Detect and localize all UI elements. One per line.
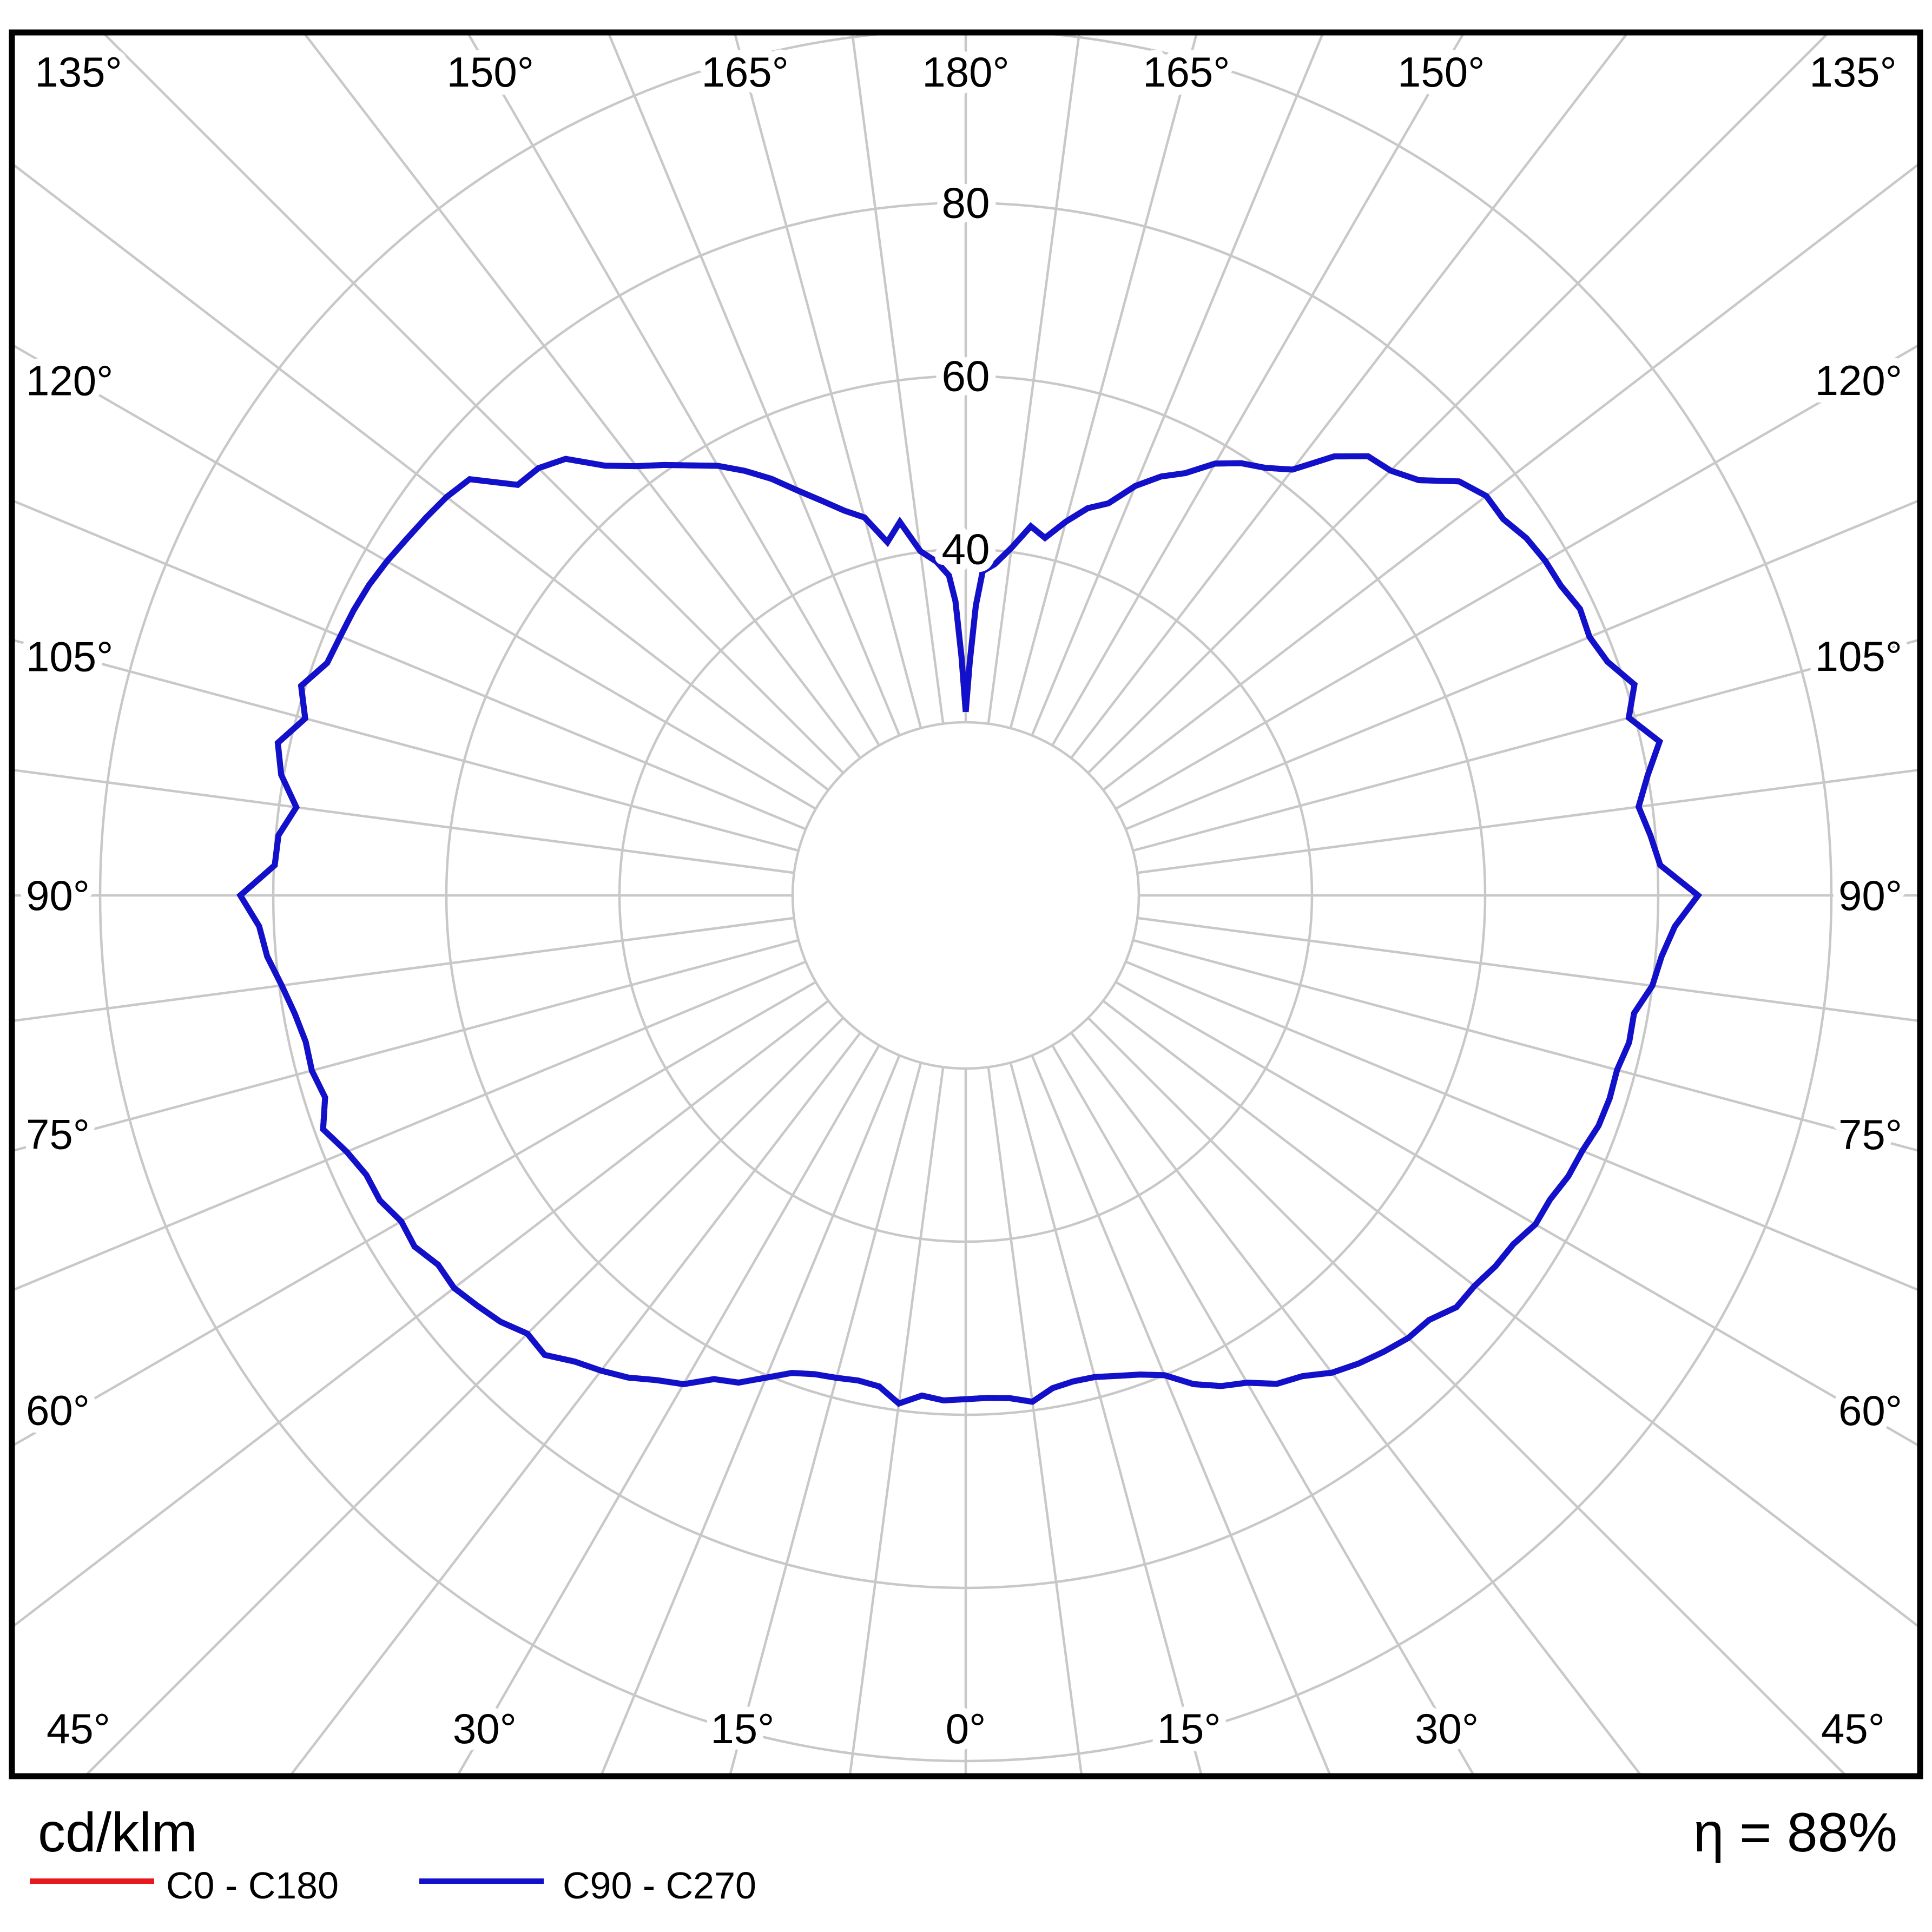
angle-label-15-right: 15° [1157,1705,1221,1752]
grid-spoke-37.5 [1070,1032,1641,1773]
grid-spoke-322.5 [291,1032,861,1773]
angle-label-150-right: 150° [1397,48,1485,96]
legend-label-c90-c270: C90 - C270 [563,1864,756,1907]
angle-label-45-right: 45° [1821,1705,1885,1752]
grid-spoke-105 [1132,639,1917,852]
grid-spoke-285 [15,939,799,1152]
radial-label-40: 40 [942,525,990,573]
angle-label-30-right: 30° [1415,1705,1479,1752]
grid-spoke-97.5 [1137,769,1917,874]
unit-label: cd/klm [38,1802,197,1863]
angle-label-15-left: 15° [710,1705,774,1752]
legend-swatch-c0-c180 [30,1878,154,1884]
grid-spoke-202.5 [608,35,901,736]
angle-label-135-right: 135° [1809,48,1896,96]
angle-label-120-right: 120° [1815,357,1902,404]
grid-spoke-352.5 [849,1066,945,1773]
plot-border [9,29,1923,1779]
angle-label-135-left: 135° [35,48,122,96]
grid-spoke-52.5 [1102,1000,1917,1627]
grid-spoke-345 [729,1062,922,1773]
angle-label-0-right: 0° [946,1705,986,1752]
angle-label-90-right: 90° [1838,872,1902,919]
grid-spoke-60 [1115,981,1917,1446]
legend-swatch-c90-c270 [419,1878,544,1884]
radial-label-80: 80 [942,179,990,227]
grid-spoke-135 [1087,35,1828,774]
angle-label-165-left: 165° [702,48,789,96]
legend-label-c0-c180: C0 - C180 [166,1864,339,1907]
angle-label-75-left: 75° [26,1111,90,1158]
efficiency-label: η = 88% [1693,1802,1897,1863]
grid-spoke-225 [104,35,845,774]
grid-spoke-67.5 [1125,960,1917,1291]
radial-tick-labels: 40 60 80 [934,172,998,581]
grid-spoke-210 [467,35,880,746]
grid-spoke-22.5 [1031,1054,1331,1773]
grid-spoke-195 [734,35,922,729]
angle-label-30-left: 30° [453,1705,517,1752]
grid-spoke-30 [1051,1045,1474,1773]
angle-label-90-left: 90° [26,872,90,919]
grid-spoke-262.5 [15,769,795,874]
grid-spoke-240 [15,345,816,810]
grid-spoke-120 [1115,345,1917,810]
angle-label-45-left: 45° [47,1705,110,1752]
grid-spoke-7.5 [987,1066,1083,1773]
grid-spoke-232.5 [15,164,829,791]
grid-circle-20 [791,721,1140,1070]
angle-tick-labels: 0° 15° 15° 30° 30° 45° 45° 60° 60° 75° 75° 90° 90° 10… [18,41,1910,1760]
c90-c270-curve [236,453,1703,1407]
grid-spoke-45 [1087,1017,1845,1773]
angle-label-60-right: 60° [1838,1387,1902,1434]
grid-spoke-255 [15,639,799,852]
radial-label-60: 60 [942,352,990,400]
grid-spoke-112.5 [1125,500,1917,830]
angle-label-165-right: 165° [1143,48,1230,96]
grid-spoke-217.5 [304,35,861,759]
angle-label-60-left: 60° [26,1386,90,1434]
grid-spoke-165 [1009,35,1198,729]
grid-spoke-127.5 [1102,163,1917,791]
angle-label-105-right: 105° [1815,632,1902,680]
angle-label-105-left: 105° [26,632,113,680]
grid-spoke-15 [1009,1062,1203,1773]
grid-spoke-75 [1132,939,1917,1152]
grid-spoke-300 [15,981,816,1446]
grid-spoke-157.5 [1031,35,1323,736]
grid-spoke-292.5 [15,960,807,1291]
grid-spoke-247.5 [15,500,807,830]
angle-label-75-right: 75° [1838,1111,1902,1158]
grid-spoke-172.5 [987,35,1080,724]
grid-spoke-142.5 [1070,35,1627,759]
angle-label-150-left: 150° [447,48,534,96]
angle-label-120-left: 120° [26,357,113,405]
grid-spoke-150 [1051,35,1464,746]
grid-spoke-330 [457,1045,880,1773]
grid-spoke-187.5 [851,35,945,724]
grid-spoke-277.5 [15,916,795,1022]
grid-spoke-307.5 [15,1000,829,1627]
angle-label-180-right: 180° [922,48,1009,96]
grid-spoke-82.5 [1137,916,1917,1022]
grid-spoke-315 [86,1017,845,1773]
grid-spoke-337.5 [601,1054,901,1773]
